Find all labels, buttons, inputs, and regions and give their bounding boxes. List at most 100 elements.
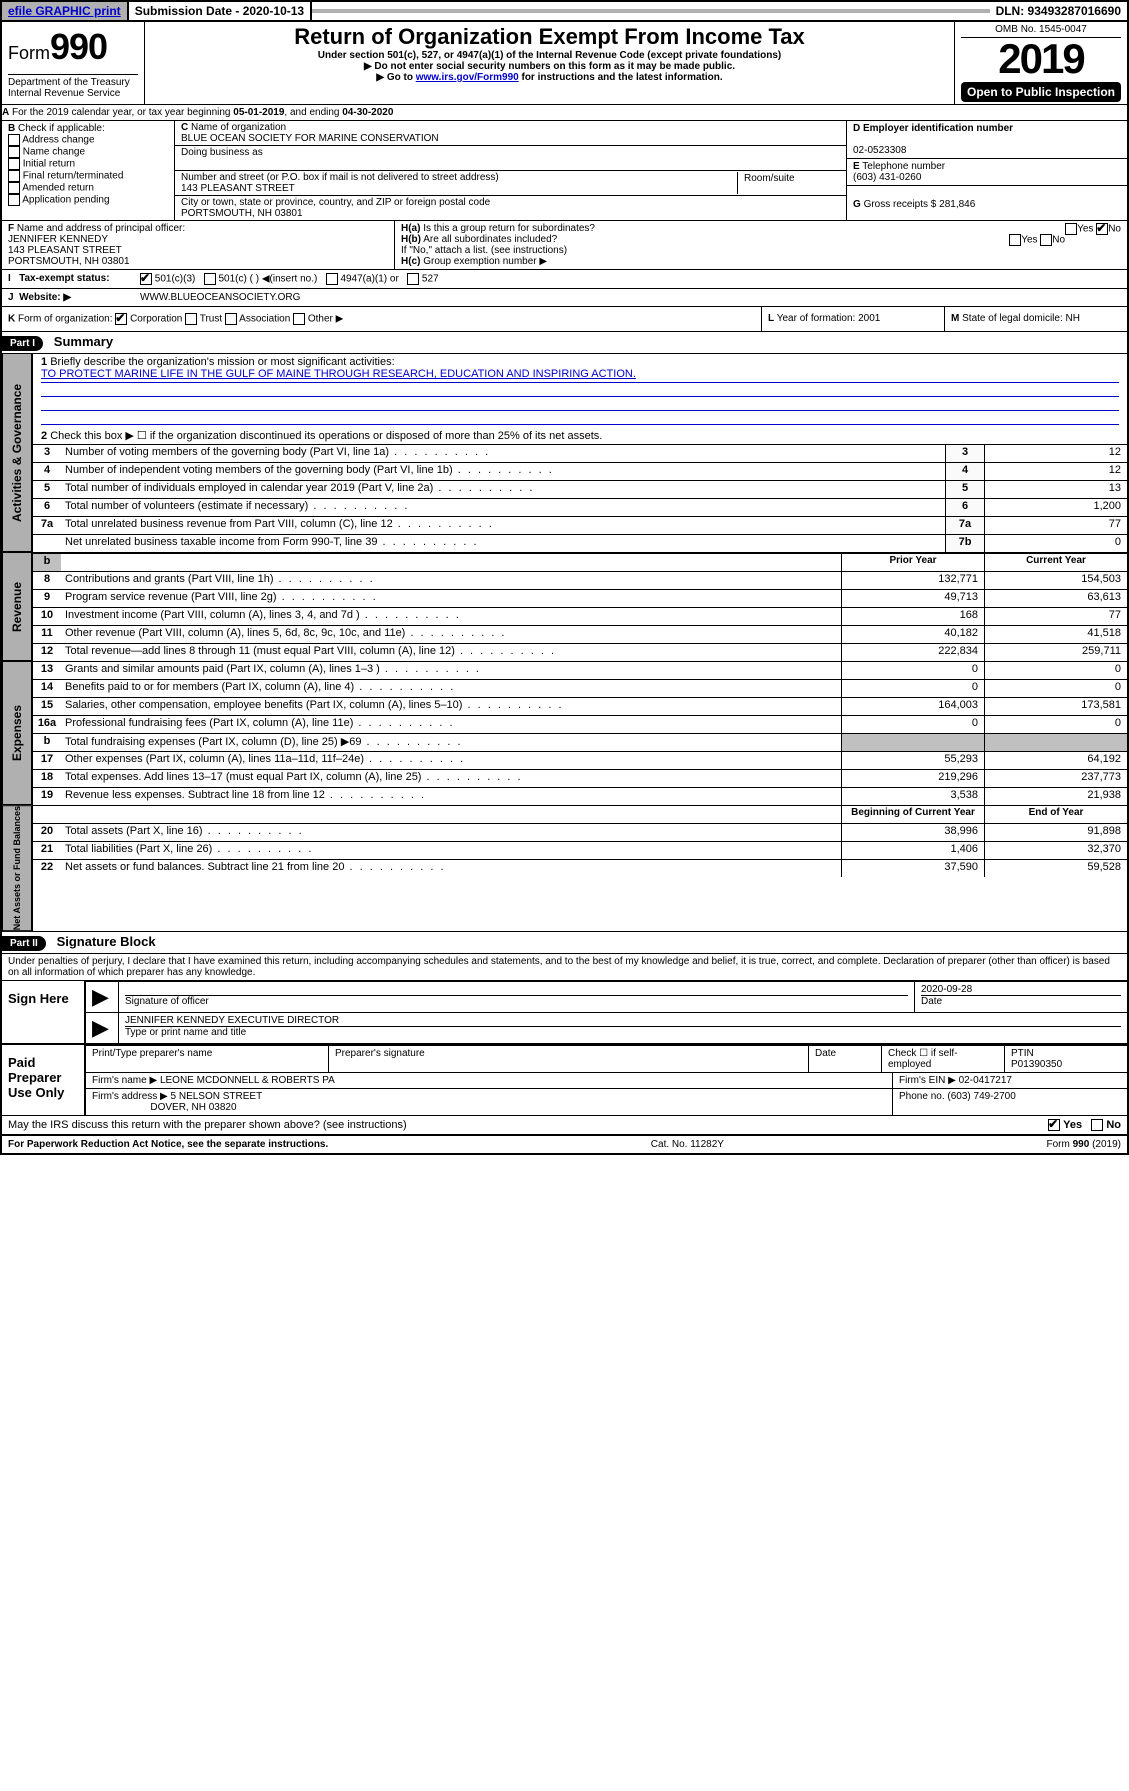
firm-phone: Phone no. (603) 749-2700 xyxy=(893,1089,1127,1115)
part2-title: Signature Block xyxy=(49,934,156,949)
line-22: 22 Net assets or fund balances. Subtract… xyxy=(33,859,1127,877)
ha-yes[interactable] xyxy=(1065,223,1077,235)
firm-ein: Firm's EIN ▶ 02-0417217 xyxy=(893,1073,1127,1088)
sign-here-label: Sign Here xyxy=(2,981,84,1043)
name-arrow-icon: ▶ xyxy=(86,1013,119,1043)
section-deg: D Employer identification number02-05233… xyxy=(846,121,1127,220)
line-15: 15 Salaries, other compensation, employe… xyxy=(33,697,1127,715)
section-b: B Check if applicable: Address change Na… xyxy=(2,121,175,220)
prep-name-hdr: Print/Type preparer's name xyxy=(86,1046,329,1072)
hdr-spacer xyxy=(61,554,841,571)
line-17: 17 Other expenses (Part IX, column (A), … xyxy=(33,751,1127,769)
preparer-label: Paid Preparer Use Only xyxy=(2,1045,84,1115)
dln: DLN: 93493287016690 xyxy=(990,2,1127,20)
cb-501c3[interactable] xyxy=(140,273,152,285)
street-address: 143 PLEASANT STREET xyxy=(181,183,295,194)
line-18: 18 Total expenses. Add lines 13–17 (must… xyxy=(33,769,1127,787)
col-current: Current Year xyxy=(984,554,1127,571)
topbar: efile GRAPHIC print Submission Date - 20… xyxy=(0,0,1129,22)
part1-badge: Part I xyxy=(2,336,43,351)
officer-addr2: PORTSMOUTH, NH 03801 xyxy=(8,256,130,267)
dept-label: Department of the Treasury Internal Reve… xyxy=(8,74,138,99)
irs-link[interactable]: www.irs.gov/Form990 xyxy=(416,72,519,83)
prep-ptin: PTINP01390350 xyxy=(1005,1046,1127,1072)
tab-expenses: Expenses xyxy=(2,661,32,805)
line-7a: 7a Total unrelated business revenue from… xyxy=(33,516,1127,534)
preparer-content: Print/Type preparer's name Preparer's si… xyxy=(84,1045,1127,1115)
line-19: 19 Revenue less expenses. Subtract line … xyxy=(33,787,1127,805)
cb-corp[interactable] xyxy=(115,313,127,325)
line-8: 8 Contributions and grants (Part VIII, l… xyxy=(33,571,1127,589)
pra-notice: For Paperwork Reduction Act Notice, see … xyxy=(8,1139,328,1150)
tab-revenue: Revenue xyxy=(2,552,32,661)
page-title: Return of Organization Exempt From Incom… xyxy=(151,24,948,50)
prep-self-emp: Check ☐ if self-employed xyxy=(882,1046,1005,1072)
line-20: 20 Total assets (Part X, line 16) 38,996… xyxy=(33,823,1127,841)
form-number: 990 xyxy=(50,26,107,67)
cb-address-change[interactable]: Address change xyxy=(8,134,168,146)
cb-application-pending[interactable]: Application pending xyxy=(8,194,168,206)
line-21: 21 Total liabilities (Part X, line 26) 1… xyxy=(33,841,1127,859)
cb-trust[interactable] xyxy=(185,313,197,325)
prep-sig-hdr: Preparer's signature xyxy=(329,1046,809,1072)
mission-text: TO PROTECT MARINE LIFE IN THE GULF OF MA… xyxy=(41,368,1119,383)
subtitle: Under section 501(c), 527, or 4947(a)(1)… xyxy=(151,50,948,61)
website[interactable]: WWW.BLUEOCEANSOCIETY.ORG xyxy=(134,289,1127,306)
section-m: M State of legal domicile: NH xyxy=(944,307,1127,331)
cb-527[interactable] xyxy=(407,273,419,285)
line-4: 4 Number of independent voting members o… xyxy=(33,462,1127,480)
part1-title: Summary xyxy=(46,334,113,349)
section-c: C Name of organizationBLUE OCEAN SOCIETY… xyxy=(175,121,846,220)
firm-address: Firm's address ▶ 5 NELSON STREET DOVER, … xyxy=(86,1089,893,1115)
note-ssn: Do not enter social security numbers on … xyxy=(151,61,948,72)
line-10: 10 Investment income (Part VIII, column … xyxy=(33,607,1127,625)
spacer xyxy=(312,9,989,13)
line-5: 5 Total number of individuals employed i… xyxy=(33,480,1127,498)
tab-net-assets: Net Assets or Fund Balances xyxy=(2,805,32,931)
note-link: Go to www.irs.gov/Form990 for instructio… xyxy=(151,72,948,83)
perjury-declaration: Under penalties of perjury, I declare th… xyxy=(2,953,1127,980)
ha-no[interactable] xyxy=(1096,223,1108,235)
gross-receipts: 281,846 xyxy=(939,199,975,210)
line-13: 13 Grants and similar amounts paid (Part… xyxy=(33,661,1127,679)
hb-no[interactable] xyxy=(1040,234,1052,246)
discuss-yes[interactable] xyxy=(1048,1119,1060,1131)
hb-yes[interactable] xyxy=(1009,234,1021,246)
cb-initial-return[interactable]: Initial return xyxy=(8,158,168,170)
officer-name: JENNIFER KENNEDY xyxy=(8,234,108,245)
cb-final-return[interactable]: Final return/terminated xyxy=(8,170,168,182)
col-prior: Prior Year xyxy=(841,554,984,571)
footer: For Paperwork Reduction Act Notice, see … xyxy=(2,1134,1127,1153)
efile-link[interactable]: efile GRAPHIC print xyxy=(2,2,129,20)
q1: 1 Briefly describe the organization's mi… xyxy=(33,353,1127,427)
tab-governance: Activities & Governance xyxy=(2,353,32,552)
cb-name-change[interactable]: Name change xyxy=(8,146,168,158)
line-11: 11 Other revenue (Part VIII, column (A),… xyxy=(33,625,1127,643)
form-name-footer: Form 990 (2019) xyxy=(1047,1139,1121,1150)
sign-date: 2020-09-28Date xyxy=(915,982,1127,1012)
cb-assoc[interactable] xyxy=(225,313,237,325)
cb-4947[interactable] xyxy=(326,273,338,285)
form-container: Form990 Department of the Treasury Inter… xyxy=(0,22,1129,1155)
col-end: End of Year xyxy=(984,806,1127,823)
section-h: H(a) Is this a group return for subordin… xyxy=(395,221,1127,269)
discuss-no[interactable] xyxy=(1091,1119,1103,1131)
year-cell: OMB No. 1545-0047 2019 Open to Public In… xyxy=(955,22,1127,104)
line-3: 3 Number of voting members of the govern… xyxy=(33,444,1127,462)
part2-badge: Part II xyxy=(2,936,46,951)
cb-501c[interactable] xyxy=(204,273,216,285)
section-k: K Form of organization: Corporation Trus… xyxy=(2,307,761,331)
submission-date: Submission Date - 2020-10-13 xyxy=(129,2,312,20)
line-7b: Net unrelated business taxable income fr… xyxy=(33,534,1127,552)
org-name: BLUE OCEAN SOCIETY FOR MARINE CONSERVATI… xyxy=(181,133,439,144)
col-begin: Beginning of Current Year xyxy=(841,806,984,823)
cb-other[interactable] xyxy=(293,313,305,325)
cb-amended-return[interactable]: Amended return xyxy=(8,182,168,194)
form-number-cell: Form990 Department of the Treasury Inter… xyxy=(2,22,145,104)
line-16a: 16a Professional fundraising fees (Part … xyxy=(33,715,1127,733)
firm-name: Firm's name ▶ LEONE MCDONNELL & ROBERTS … xyxy=(86,1073,893,1088)
line-6: 6 Total number of volunteers (estimate i… xyxy=(33,498,1127,516)
officer-signature: Signature of officer xyxy=(119,982,915,1012)
line-14: 14 Benefits paid to or for members (Part… xyxy=(33,679,1127,697)
section-a: A For the 2019 calendar year, or tax yea… xyxy=(2,104,1127,120)
